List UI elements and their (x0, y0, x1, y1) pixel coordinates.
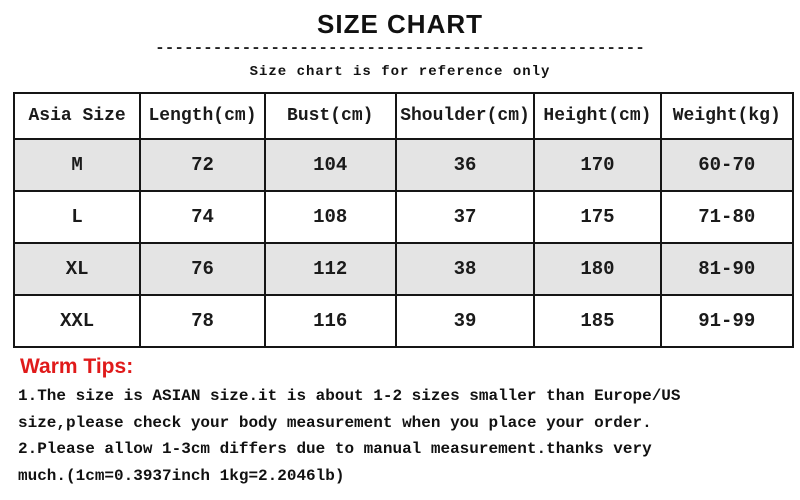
column-header-bust: Bust(cm) (263, 92, 397, 140)
table-cell: 112 (263, 242, 397, 296)
tip-line: size,please check your body measurement … (18, 413, 652, 432)
column-header-weight: Weight(kg) (659, 92, 795, 140)
size-chart-table: Asia Size Length(cm) Bust(cm) Shoulder(c… (12, 92, 795, 348)
table-cell: 37 (394, 190, 536, 244)
table-cell: 36 (394, 138, 536, 192)
table-cell: 170 (533, 138, 662, 192)
table-header-row: Asia Size Length(cm) Bust(cm) Shoulder(c… (12, 92, 795, 140)
page-title: SIZE CHART (317, 9, 483, 39)
table-cell: 116 (263, 294, 397, 348)
table-cell: 76 (139, 242, 266, 296)
size-label: M (12, 138, 142, 192)
table-cell: 185 (533, 294, 662, 348)
table-cell: 60-70 (659, 138, 795, 192)
table-cell: 38 (394, 242, 536, 296)
size-label: L (12, 190, 142, 244)
table-row-l: L 74 108 37 175 71-80 (12, 190, 795, 244)
table-cell: 91-99 (659, 294, 795, 348)
table-cell: 175 (533, 190, 662, 244)
column-header-height: Height(cm) (533, 92, 662, 140)
table-cell: 72 (139, 138, 266, 192)
column-header-shoulder: Shoulder(cm) (394, 92, 536, 140)
dashed-divider: ----------------------------------------… (155, 39, 645, 57)
reference-note: Size chart is for reference only (249, 64, 551, 80)
tip-line: much.(1cm=0.3937inch 1kg=2.2046lb) (18, 466, 345, 485)
column-header-asia-size: Asia Size (12, 92, 142, 140)
column-header-length: Length(cm) (139, 92, 266, 140)
table-cell: 71-80 (659, 190, 795, 244)
tip-line: 1.The size is ASIAN size.it is about 1-2… (18, 387, 681, 405)
size-label: XL (12, 242, 142, 296)
table-row-xxl: XXL 78 116 39 185 91-99 (12, 294, 795, 348)
table-cell: 108 (263, 190, 397, 244)
size-label: XXL (12, 294, 142, 348)
table-cell: 39 (394, 294, 536, 348)
warm-tips-text: 1.The size is ASIAN size.it is about 1-2… (18, 383, 793, 489)
table-cell: 74 (139, 190, 266, 244)
table-cell: 104 (263, 138, 397, 192)
table-cell: 180 (533, 242, 662, 296)
table-row-m: M 72 104 36 170 60-70 (12, 138, 795, 192)
table-row-xl: XL 76 112 38 180 81-90 (12, 242, 795, 296)
warm-tips-heading: Warm Tips: (20, 355, 134, 378)
table-cell: 78 (139, 294, 266, 348)
table-cell: 81-90 (659, 242, 795, 296)
tip-line: 2.Please allow 1-3cm differs due to manu… (18, 440, 652, 458)
